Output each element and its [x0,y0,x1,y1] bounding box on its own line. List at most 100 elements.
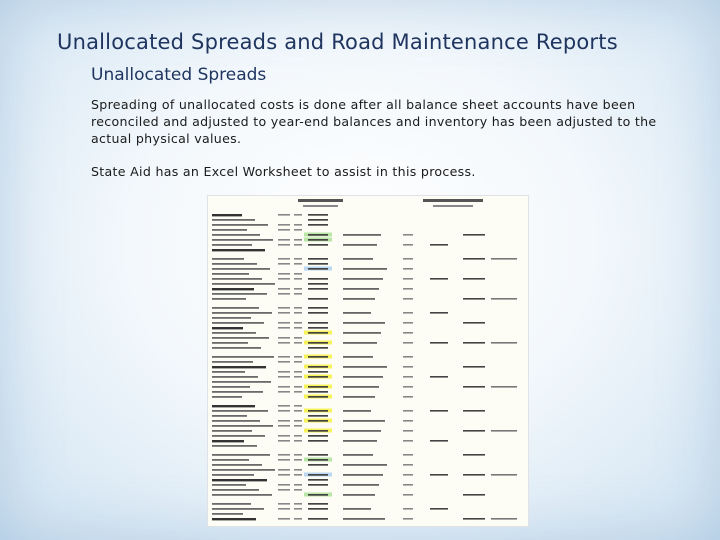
sheet-row-label [212,376,258,378]
sheet-cell [403,342,413,344]
sheet-value [308,420,328,422]
sheet-row-label [343,518,385,520]
sheet-cell [278,425,290,427]
sheet-cell [403,322,413,324]
sheet-value [308,307,328,309]
sheet-value [308,342,328,344]
sheet-cell [278,376,290,378]
sheet-row-label [212,430,252,432]
sheet-row-label [343,298,375,300]
sheet-cell [278,391,290,393]
sheet-value [308,327,328,329]
sheet-value [308,464,328,466]
sheet-cell [278,337,290,339]
sheet-value [308,396,328,398]
sheet-value [308,288,328,290]
sheet-value [308,224,328,226]
sheet-cell [278,405,290,407]
sheet-value [308,459,328,461]
sheet-row-label [343,234,381,236]
sheet-row-label [212,293,267,295]
sheet-value [308,518,328,520]
sheet-row-label [343,508,371,510]
sheet-cell [278,469,290,471]
sheet-row-label [343,440,377,442]
sheet-row-label [212,484,246,486]
sheet-value [463,454,485,456]
sheet-value [491,386,517,388]
sheet-value [308,312,328,314]
sheet-value [308,278,328,280]
sheet-cell [294,263,302,265]
sheet-value [308,366,328,368]
sheet-cell [403,420,413,422]
sheet-cell [278,454,290,456]
sheet-value [308,484,328,486]
sheet-cell [278,420,290,422]
sheet-row-label [212,459,249,461]
section-heading: Unallocated Spreads [91,65,267,85]
sheet-value [430,440,448,442]
sheet-row-label [212,288,254,291]
sheet-value [491,430,517,432]
sheet-row-label [212,479,267,482]
sheet-value [463,278,485,280]
sheet-row-label [212,371,245,373]
sheet-cell [403,356,413,358]
sheet-row-label [212,391,263,393]
sheet-row-label [212,489,259,491]
sheet-value [430,312,448,314]
sheet-row-label [343,420,385,422]
sheet-row-label [212,317,251,319]
sheet-cell [294,288,302,290]
sheet-row-label [343,494,375,496]
sheet-header-bar [298,199,343,202]
sheet-value [308,386,328,388]
sheet-cell [294,410,302,412]
sheet-value [308,263,328,265]
sheet-cell [294,371,302,373]
sheet-value [308,410,328,412]
sheet-cell [278,508,290,510]
sheet-cell [403,430,413,432]
sheet-cell [278,435,290,437]
sheet-cell [278,244,290,246]
sheet-value [430,508,448,510]
sheet-value [308,503,328,505]
sheet-value [308,347,328,349]
sheet-row-label [212,464,262,466]
sheet-row-label [212,356,274,358]
sheet-row-label [212,494,272,496]
sheet-cell [278,229,290,231]
sheet-row-label [212,508,264,510]
sheet-row-label [343,396,375,398]
sheet-cell [403,518,413,520]
sheet-cell [278,307,290,309]
sheet-cell [294,312,302,314]
sheet-cell [294,391,302,393]
sheet-row-label [343,342,377,344]
sheet-row-label [343,386,379,388]
sheet-row-label [212,298,246,300]
sheet-cell [403,474,413,476]
sheet-cell [278,371,290,373]
sheet-row-label [212,258,244,260]
sheet-row-label [212,239,273,241]
sheet-cell [403,258,413,260]
sheet-value [463,366,485,368]
sheet-cell [294,293,302,295]
sheet-row-label [212,263,257,265]
sheet-value [308,371,328,373]
sheet-value [463,410,485,412]
sheet-cell [278,239,290,241]
sheet-row-label [212,513,243,515]
sheet-row-label [343,278,383,280]
sheet-cell [278,288,290,290]
sheet-value [430,474,448,476]
sheet-cell [278,258,290,260]
sheet-row-label [212,229,247,231]
sheet-value [308,219,328,221]
sheet-value [308,322,328,324]
sheet-row-label [212,273,249,275]
sheet-cell [403,484,413,486]
